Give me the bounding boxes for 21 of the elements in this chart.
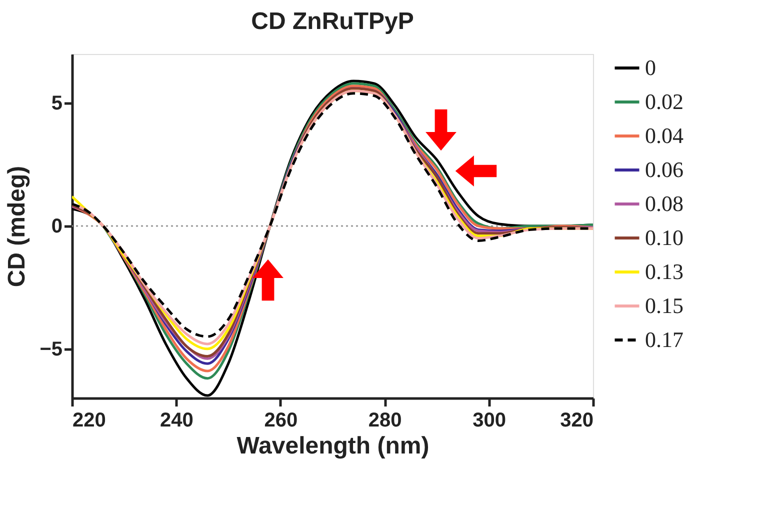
x-tick-label: 240 [160, 410, 194, 432]
legend-label: 0.15 [645, 293, 684, 318]
legend-label: 0.06 [645, 157, 684, 182]
legend-label: 0 [645, 55, 656, 80]
x-tick-label: 320 [560, 410, 594, 432]
legend-label: 0.10 [645, 225, 684, 250]
legend-label: 0.04 [645, 123, 684, 148]
y-tick-label: 0 [51, 216, 62, 238]
y-axis-title: CD (mdeg) [4, 166, 31, 288]
legend-label: 0.02 [645, 89, 684, 114]
legend-label: 0.08 [645, 191, 684, 216]
legend-label: 0.17 [645, 327, 684, 352]
x-axis-title: Wavelength (nm) [236, 432, 430, 460]
x-tick-label: 260 [264, 410, 298, 432]
chart-title: CD ZnRuTPyP [251, 8, 414, 35]
legend-label: 0.13 [645, 259, 684, 284]
x-tick-label: 280 [368, 410, 402, 432]
x-tick-label: 300 [472, 410, 506, 432]
y-tick-label: −5 [40, 338, 62, 360]
x-tick-label: 220 [72, 410, 106, 432]
y-tick-label: 5 [51, 92, 62, 115]
